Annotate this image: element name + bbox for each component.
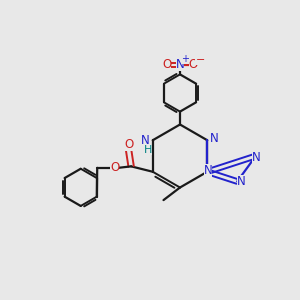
Text: N: N [176, 58, 184, 71]
Text: O: O [124, 138, 133, 151]
Text: O: O [162, 58, 171, 71]
Text: O: O [110, 161, 119, 174]
Text: N: N [141, 134, 150, 147]
Text: N: N [209, 132, 218, 145]
Text: N: N [252, 151, 261, 164]
Text: −: − [195, 55, 205, 65]
Text: O: O [189, 58, 198, 71]
Text: N: N [237, 175, 246, 188]
Text: H: H [144, 145, 152, 155]
Text: +: + [182, 54, 189, 64]
Text: N: N [203, 164, 212, 177]
